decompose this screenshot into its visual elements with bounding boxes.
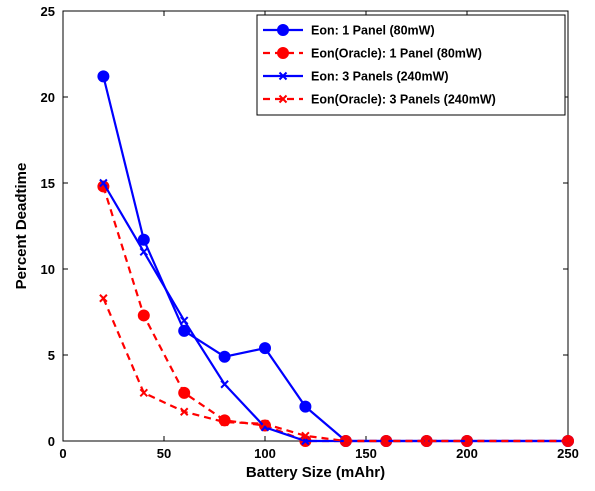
data-point (97, 70, 110, 83)
data-point (260, 419, 270, 429)
marker-stroke (563, 436, 573, 446)
series-line (102, 76, 568, 443)
legend-entry-1: Eon: 1 Panel (80mW) (263, 24, 435, 38)
marker-stroke (139, 388, 149, 398)
marker-stroke (301, 431, 310, 441)
marker-stroke (341, 436, 351, 446)
legend-label: Eon(Oracle): 1 Panel (80mW) (311, 47, 482, 61)
marker-stroke (220, 417, 229, 427)
data-point (179, 316, 189, 325)
legend-marker (277, 24, 289, 36)
y-tick-label: 25 (41, 4, 55, 19)
marker-stroke (99, 178, 108, 188)
marker-stroke (381, 436, 391, 446)
legend-marker (278, 94, 288, 104)
y-tick-label: 0 (48, 434, 55, 449)
legend-entry-4: Eon(Oracle): 3 Panels (240mW) (263, 93, 496, 107)
x-tick-label: 50 (157, 446, 171, 461)
data-point (137, 309, 150, 322)
x-tick-label: 150 (355, 446, 377, 461)
data-point (139, 388, 149, 398)
y-axis-label: Percent Deadtime (13, 163, 30, 290)
series-line (102, 182, 568, 443)
y-tick-label: 15 (41, 176, 55, 191)
data-point (178, 386, 191, 399)
data-point (301, 431, 310, 441)
series-2 (97, 180, 574, 447)
data-point (341, 436, 351, 446)
data-point (381, 436, 391, 446)
data-point (422, 436, 431, 446)
marker-stroke (278, 71, 288, 81)
series-line (102, 186, 568, 443)
legend-label: Eon(Oracle): 3 Panels (240mW) (311, 93, 496, 107)
legend: Eon: 1 Panel (80mW) Eon(Oracle): 1 Panel … (256, 14, 566, 116)
marker-stroke (99, 294, 108, 303)
marker-stroke (462, 436, 472, 446)
marker-stroke (220, 380, 229, 389)
marker-stroke (260, 419, 270, 429)
y-tick-label: 20 (41, 90, 55, 105)
marker-stroke (179, 407, 189, 416)
marker-stroke (422, 436, 431, 446)
legend-label: Eon: 1 Panel (80mW) (311, 24, 435, 38)
legend-marker (278, 71, 288, 81)
legend-label: Eon: 3 Panels (240mW) (311, 70, 449, 84)
legend-entry-2: Eon(Oracle): 1 Panel (80mW) (263, 47, 482, 61)
data-point (220, 380, 229, 389)
data-point (299, 400, 312, 413)
x-tick-label: 0 (59, 446, 66, 461)
data-point (259, 342, 271, 355)
x-tick-label: 200 (456, 446, 478, 461)
data-point (179, 407, 189, 416)
x-tick-label: 250 (557, 446, 579, 461)
series-4 (99, 294, 573, 446)
legend-box (256, 14, 566, 116)
series-1 (97, 70, 574, 447)
legend-marker (277, 47, 289, 59)
marker-stroke (139, 247, 149, 257)
plot-layer: 0 50 100 150 200 250 0 5 10 15 20 25 (41, 4, 579, 461)
x-axis-label: Battery Size (mAhr) (246, 464, 385, 481)
data-point (99, 294, 108, 303)
y-tick-label: 5 (48, 348, 55, 363)
y-tick-label: 10 (41, 262, 55, 277)
data-point (462, 436, 472, 446)
data-point (139, 247, 149, 257)
data-point (99, 178, 108, 188)
data-point (220, 417, 229, 427)
marker-stroke (278, 94, 288, 104)
data-point (563, 436, 573, 446)
series-line (102, 297, 568, 443)
legend-entry-3: Eon: 3 Panels (240mW) (263, 70, 449, 84)
data-point (218, 350, 231, 363)
data-point (137, 233, 150, 246)
x-tick-label: 100 (254, 446, 276, 461)
marker-stroke (179, 316, 189, 325)
